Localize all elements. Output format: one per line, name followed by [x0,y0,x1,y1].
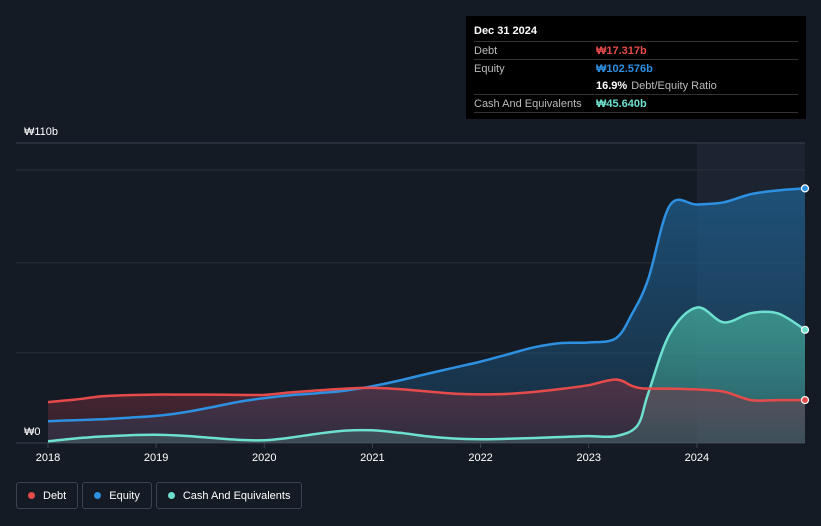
series-endpoint-equity[interactable] [800,184,810,193]
x-tick-label: 2021 [360,452,384,464]
x-tick-label: 2022 [468,452,492,464]
x-tick-label: 2020 [252,452,276,464]
legend-label-debt: Debt [43,489,67,502]
tooltip-label-equity: Equity [474,62,505,75]
x-tick-label: 2023 [576,452,600,464]
x-tick-label: 2018 [36,452,60,464]
tooltip-panel: Dec 31 2024 Debt ₩17.317b Equity ₩102.57… [466,16,806,119]
tooltip-value-debt: ₩17.317b [596,44,647,57]
legend-label-cash: Cash And Equivalents [182,489,291,502]
legend: Debt Equity Cash And Equivalents [16,482,303,509]
series-endpoint-debt[interactable] [800,395,810,405]
legend-label-equity: Equity [109,489,140,502]
legend-dot-debt [28,492,35,499]
legend-item-debt[interactable]: Debt [16,482,79,509]
legend-item-equity[interactable]: Equity [82,482,152,509]
x-tick-label: 2024 [685,452,709,464]
legend-dot-cash [167,492,175,499]
tooltip-label-cash: Cash And Equivalents [474,97,582,110]
series-line-cash-and-equivalents [47,306,806,443]
tooltip-date: Dec 31 2024 [474,25,537,37]
tooltip-value-cash: ₩45.640b [596,97,647,110]
tooltip-row-equity: Equity ₩102.576b [474,59,798,77]
series-line-equity [47,187,806,423]
y-tick-label: ₩0 [24,426,41,438]
y-tick-label: ₩110b [24,126,58,138]
tooltip-label-debt: Debt [474,44,498,57]
legend-dot-equity [94,492,102,499]
series-endpoint-cash-and-equivalents[interactable] [800,325,810,334]
tooltip-row-debt: Debt ₩17.317b [474,41,798,59]
tooltip-ratio-caption: Debt/Equity Ratio [631,79,717,92]
series-line-debt [47,378,805,404]
tooltip-value-ratio: 16.9% [596,79,628,92]
x-tick-label: 2019 [144,452,168,464]
tooltip-row-cash: Cash And Equivalents ₩45.640b [474,94,798,113]
tooltip-value-equity: ₩102.576b [596,62,653,75]
tooltip-row-ratio: 16.9% Debt/Equity Ratio [474,77,798,94]
legend-item-cash[interactable]: Cash And Equivalents [155,482,303,509]
